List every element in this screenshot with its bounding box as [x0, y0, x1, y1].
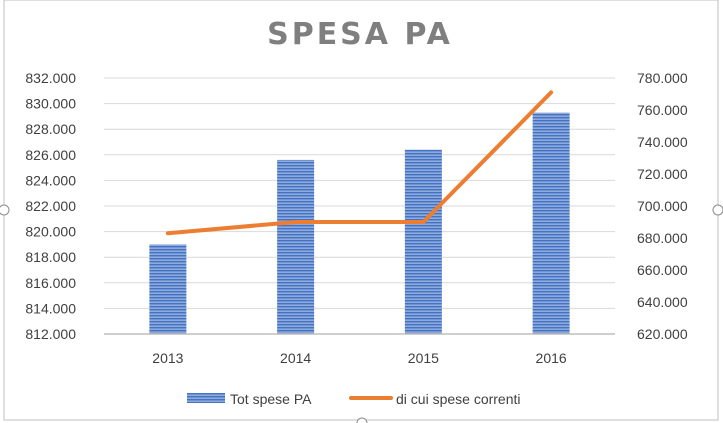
y-right-tick-label: 720.000 [637, 166, 688, 182]
legend-label-line: di cui spese correnti [396, 391, 521, 407]
legend-swatch-bar [187, 393, 225, 403]
y-left-tick-label: 814.000 [25, 300, 76, 316]
y-right-tick-label: 620.000 [637, 326, 688, 342]
line-series [165, 90, 554, 236]
x-tick-label: 2015 [408, 350, 439, 366]
y-left-tick-label: 816.000 [25, 275, 76, 291]
y-left-tick-label: 822.000 [25, 198, 76, 214]
chart-border [3, 0, 719, 421]
y-right-tick-label: 640.000 [637, 294, 688, 310]
legend-label-bar: Tot spese PA [230, 391, 312, 407]
x-tick-label: 2013 [152, 350, 183, 366]
bar [532, 112, 570, 334]
bar [277, 159, 315, 334]
y-left-tick-label: 832.000 [25, 70, 76, 86]
y-left-tick-label: 830.000 [25, 96, 76, 112]
resize-handle-right[interactable] [712, 204, 723, 216]
y-right-tick-label: 780.000 [637, 70, 688, 86]
y-left-tick-label: 826.000 [25, 147, 76, 163]
y-right-tick-label: 760.000 [637, 102, 688, 118]
y-left-tick-label: 812.000 [25, 326, 76, 342]
y-right-tick-label: 660.000 [637, 262, 688, 278]
legend: Tot spese PA di cui spese correnti [187, 391, 521, 407]
bar-series [149, 112, 570, 334]
y-left-tick-label: 828.000 [25, 121, 76, 137]
axes: 812.000 814.000 816.000 818.000 820.000 822.0… [25, 70, 687, 366]
line-path [165, 90, 554, 236]
y-left-tick-label: 818.000 [25, 249, 76, 265]
y-left-tick-label: 820.000 [25, 224, 76, 240]
x-tick-label: 2014 [280, 350, 311, 366]
bar [404, 149, 442, 334]
y-right-tick-label: 740.000 [637, 134, 688, 150]
y-right-tick-label: 700.000 [637, 198, 688, 214]
resize-handle-bottom[interactable] [356, 417, 368, 423]
resize-handle-left[interactable] [0, 204, 10, 216]
x-tick-label: 2016 [536, 350, 567, 366]
bar [149, 244, 187, 334]
y-right-tick-label: 680.000 [637, 230, 688, 246]
chart-title: SPESA PA [267, 17, 453, 52]
y-left-tick-label: 824.000 [25, 172, 76, 188]
